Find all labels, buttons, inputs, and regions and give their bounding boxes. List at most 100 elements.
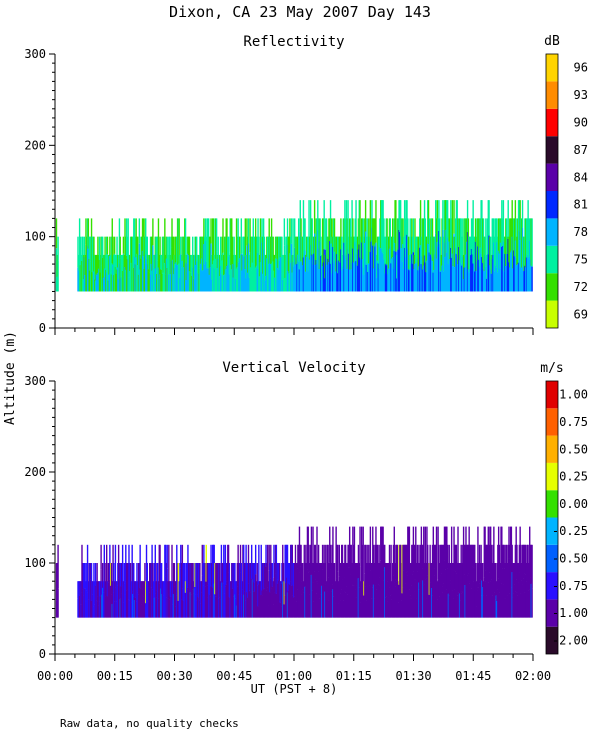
data-cell [360, 526, 363, 560]
data-cell [202, 595, 204, 618]
data-cell [444, 569, 446, 618]
data-cell [521, 200, 524, 228]
data-cell [228, 563, 231, 598]
data-cell [338, 236, 341, 262]
y-tick-label: 100 [24, 230, 46, 244]
data-cell [121, 563, 123, 594]
data-cell [412, 571, 415, 618]
data-cell [236, 563, 239, 587]
data-cell [451, 200, 454, 254]
data-cell [323, 249, 325, 292]
data-cell [341, 254, 344, 267]
data-cell [395, 278, 398, 292]
data-cell [366, 263, 368, 292]
data-cell [449, 218, 451, 260]
data-cell [351, 563, 353, 585]
data-cell [391, 218, 394, 257]
data-cell [135, 257, 137, 292]
data-cell [227, 236, 229, 265]
colorbar-segment [546, 599, 558, 627]
data-cell [257, 218, 259, 253]
data-cell [308, 200, 310, 258]
data-cell [265, 275, 267, 292]
data-cell [275, 236, 278, 258]
colorbar-tick-label: 93 [574, 88, 588, 102]
data-cell [388, 563, 390, 598]
data-cell [348, 567, 350, 618]
data-cell [453, 570, 455, 618]
data-cell [480, 253, 482, 292]
data-cell [221, 260, 223, 292]
data-cell [462, 544, 464, 593]
data-cell [207, 268, 210, 292]
data-cell [105, 580, 108, 618]
data-cell [437, 246, 439, 292]
data-cell [448, 218, 450, 242]
data-cell [424, 526, 427, 580]
data-cell [181, 544, 184, 589]
data-cell [489, 265, 491, 292]
data-cell [275, 544, 278, 594]
data-cell [148, 604, 150, 618]
data-cell [425, 563, 427, 599]
data-cell [180, 254, 183, 268]
data-cell [231, 588, 234, 618]
data-cell [411, 574, 414, 618]
data-cell [199, 236, 202, 264]
data-cell [290, 585, 293, 618]
data-cell [475, 270, 478, 292]
data-cell [474, 563, 477, 582]
data-cell [404, 544, 407, 584]
data-cell [405, 544, 407, 573]
data-cell [270, 578, 272, 618]
data-cell [457, 264, 459, 292]
data-cell [351, 262, 353, 292]
data-cell [427, 243, 430, 292]
data-cell [321, 544, 324, 570]
data-cell [93, 236, 95, 272]
data-cell [337, 581, 340, 604]
data-cell [169, 596, 172, 618]
data-cell [233, 236, 235, 265]
data-cell [202, 236, 204, 271]
data-cell [298, 526, 301, 573]
data-cell [431, 218, 433, 258]
data-cell [295, 236, 297, 258]
data-cell [300, 581, 302, 618]
data-cell [254, 267, 257, 292]
data-cell [391, 581, 393, 600]
data-cell [513, 584, 516, 618]
colorbar: -2.00-1.00-0.75-0.50-0.250.000.250.500.7… [540, 361, 588, 655]
data-cell [243, 544, 245, 595]
data-cell [243, 236, 246, 257]
data-cell [520, 593, 522, 618]
data-cell [364, 544, 367, 587]
data-cell [280, 581, 282, 607]
data-cell [461, 265, 463, 292]
data-cell [341, 270, 343, 292]
data-cell [175, 593, 177, 618]
data-cell [495, 581, 497, 596]
data-cell [137, 254, 140, 275]
data-cell [175, 581, 177, 594]
data-cell [147, 581, 149, 602]
data-cell [341, 266, 344, 292]
data-cell [416, 258, 419, 292]
data-cell [317, 218, 320, 249]
data-cell [129, 266, 132, 292]
data-cell [149, 272, 151, 292]
data-cell [491, 218, 493, 259]
data-cell [451, 563, 454, 591]
data-cell [159, 568, 161, 618]
data-cell [231, 563, 233, 581]
data-cell [112, 592, 114, 618]
data-cell [241, 596, 243, 618]
data-cell [509, 555, 512, 618]
data-cell [125, 236, 127, 270]
data-cell [289, 585, 291, 618]
data-cell [400, 218, 403, 249]
data-cell [412, 218, 415, 253]
data-cell [301, 563, 304, 590]
data-cell [355, 563, 357, 598]
